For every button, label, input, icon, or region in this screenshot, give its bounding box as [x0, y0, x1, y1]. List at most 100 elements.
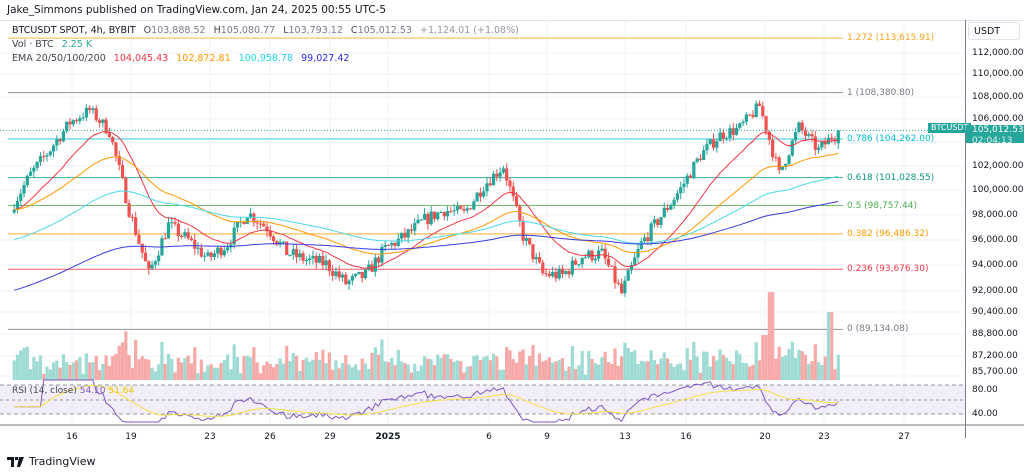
candle-body	[577, 264, 581, 266]
volume-bar	[222, 360, 226, 380]
volume-bar	[646, 361, 650, 380]
candle-body	[189, 238, 194, 241]
volume-bar	[728, 361, 732, 380]
volume-bar	[698, 372, 702, 380]
candle-body	[367, 264, 371, 270]
volume-bar	[800, 351, 804, 380]
volume-bar	[252, 347, 256, 380]
volume-bar	[813, 344, 817, 380]
candle-body	[721, 132, 725, 139]
volume-bar	[803, 354, 808, 380]
candle-body	[764, 116, 768, 132]
candle-body	[206, 252, 210, 256]
candle-body	[337, 271, 341, 278]
candle-body	[275, 241, 279, 245]
volume-bar	[531, 344, 535, 380]
candle-body	[751, 114, 755, 117]
date-tick: 26	[264, 432, 276, 442]
candle-body	[426, 213, 430, 225]
volume-bar	[432, 365, 437, 380]
candle-body	[15, 201, 20, 210]
price-tick: 102,000.00	[972, 161, 1024, 171]
symbol-legend: BTCUSDT SPOT, 4h, BYBIT O103,888.52 H105…	[12, 25, 524, 36]
candle-body	[137, 234, 141, 244]
date-tick: 9	[544, 432, 550, 442]
volume-bar	[396, 349, 400, 380]
candle-body	[334, 271, 338, 276]
volume-bar	[718, 349, 722, 380]
candle-body	[245, 217, 249, 225]
volume-bar	[511, 359, 515, 380]
fib-level-label: 0.382 (96,486.32)	[847, 228, 929, 239]
volume-bar	[271, 367, 276, 380]
candle-body	[291, 249, 295, 255]
candle-body	[117, 155, 121, 166]
candle-body	[140, 243, 144, 253]
volume-bar	[810, 361, 814, 380]
volume-bar	[659, 358, 663, 380]
candle-body	[748, 114, 752, 116]
candle-body	[423, 213, 427, 220]
volume-bar	[255, 362, 259, 380]
rsi-line	[14, 379, 839, 423]
candle-body	[294, 249, 299, 258]
volume-bar	[445, 354, 450, 380]
volume-bar	[669, 363, 673, 380]
volume-bar	[524, 364, 528, 380]
rsi-label[interactable]: RSI (14, close)	[12, 386, 77, 396]
candle-body	[524, 238, 528, 241]
candle-body	[222, 250, 226, 256]
volume-bar	[130, 367, 134, 380]
date-tick: 27	[898, 432, 910, 442]
candle-body	[304, 260, 308, 262]
candle-body	[196, 247, 200, 249]
volume-bar	[390, 357, 394, 380]
candle-body	[656, 219, 660, 225]
candle-body	[449, 211, 453, 213]
candle-body	[42, 156, 46, 158]
candle-body	[400, 232, 404, 239]
candle-body	[521, 221, 525, 241]
volume-bar	[19, 350, 23, 380]
candle-body	[101, 119, 105, 123]
volume-bar	[406, 364, 410, 380]
candle-body	[518, 206, 522, 222]
volume-bar	[275, 364, 279, 380]
candle-body	[711, 139, 716, 148]
volume-bar	[212, 367, 217, 380]
symbol-info[interactable]: BTCUSDT SPOT, 4h, BYBIT	[12, 25, 136, 36]
volume-bar	[409, 372, 414, 380]
rsi-ma-line	[14, 384, 839, 417]
candle-body	[199, 247, 203, 257]
volume-bar	[38, 355, 43, 380]
candle-body	[170, 222, 174, 224]
candle-body	[419, 219, 423, 221]
fib-level-label: 0.236 (93,676.30)	[847, 264, 929, 275]
price-tick: 112,000.00	[972, 48, 1024, 58]
candle-body	[698, 158, 702, 160]
candle-body	[107, 133, 111, 137]
change-value: +1,124.01 (+1.08%)	[420, 25, 519, 36]
candle-body	[311, 255, 315, 259]
candle-body	[19, 193, 23, 202]
currency-button[interactable]: USDT	[968, 22, 1020, 40]
tradingview-logo[interactable]: TradingView	[7, 455, 95, 468]
volume-bar	[380, 339, 384, 380]
volume-bar	[537, 353, 542, 380]
volume-bar	[285, 345, 289, 380]
volume-label[interactable]: Vol · BTC	[12, 39, 54, 50]
volume-bar	[245, 355, 249, 380]
volume-bar	[547, 357, 551, 380]
volume-bar	[311, 359, 315, 380]
candle-body	[173, 222, 177, 224]
volume-bar	[48, 369, 52, 380]
candle-body	[459, 206, 463, 209]
candle-body	[728, 128, 732, 139]
volume-bar	[639, 360, 643, 380]
volume-bar	[744, 363, 748, 380]
volume-bar	[242, 356, 246, 380]
volume-bar	[258, 373, 263, 380]
ema-label[interactable]: EMA 20/50/100/200	[12, 53, 106, 64]
candle-body	[501, 168, 505, 173]
